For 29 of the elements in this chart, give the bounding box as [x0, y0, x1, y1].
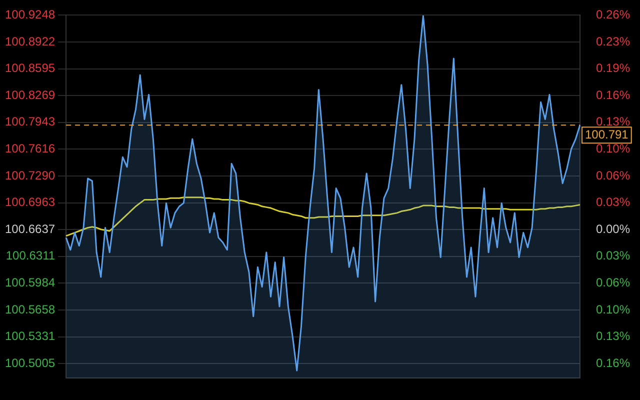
y2-tick-label: 0.13%	[596, 329, 630, 344]
y-tick-label: 100.5658	[4, 302, 56, 316]
y2-tick-label: 0.06%	[596, 276, 630, 290]
y-tick-label: 100.8922	[4, 34, 56, 48]
y2-tick-label: 0.03%	[596, 195, 630, 210]
y2-tick-label: 0.03%	[596, 248, 630, 263]
y-tick-label: 100.6311	[6, 248, 56, 263]
y2-tick-label: 0.19%	[596, 61, 630, 76]
y2-tick-label: 0.06%	[596, 168, 630, 182]
y-tick-label: 100.5984	[4, 276, 56, 290]
y-tick-label: 100.5005	[4, 356, 56, 370]
y2-tick-label: 0.10%	[596, 142, 630, 156]
y-tick-label: 100.9248	[4, 8, 56, 22]
y2-tick-label: 0.16%	[596, 88, 630, 102]
ref-line-label: 100.791	[584, 127, 629, 142]
y-tick-label: 100.7943	[4, 114, 56, 129]
y2-tick-label: 0.26%	[596, 8, 630, 22]
y-tick-label: 100.7290	[4, 168, 56, 182]
y2-tick-label: 0.10%	[596, 302, 630, 316]
y2-tick-label: 0.16%	[596, 356, 630, 370]
y-tick-label: 100.6637	[4, 222, 56, 236]
y-tick-label: 100.8595	[4, 61, 56, 76]
y-tick-label: 100.8269	[4, 88, 56, 102]
y2-tick-label: 0.23%	[596, 34, 630, 48]
y-tick-label: 100.5331	[4, 329, 56, 344]
y2-tick-label: 0.13%	[596, 114, 630, 129]
y2-tick-label: 0.00%	[596, 222, 630, 236]
y-tick-label: 100.6963	[4, 195, 56, 210]
y-tick-label: 100.7616	[4, 142, 56, 156]
